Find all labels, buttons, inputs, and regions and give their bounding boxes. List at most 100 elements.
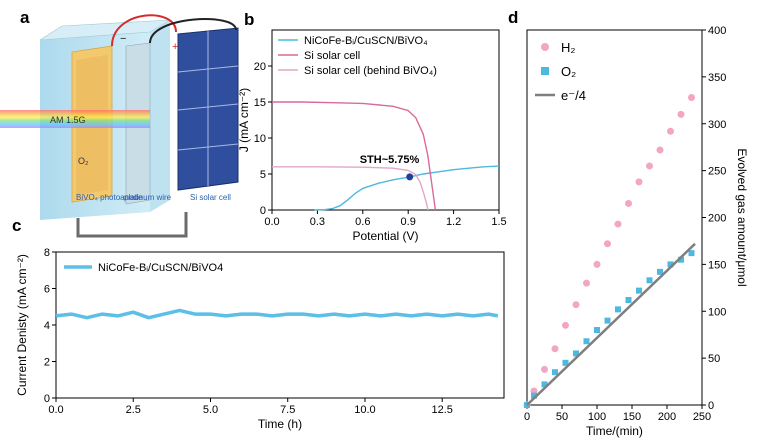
data-point-h2 [593,260,601,268]
legend-entry: NiCoFe-Bᵢ/CuSCN/BiVO₄ [304,35,428,47]
x-tick-label: 0.0 [264,216,279,228]
x-tick-label: 1.5 [491,216,506,228]
light-beam [0,110,150,128]
data-point-h2 [614,220,622,228]
x-tick-label: 10.0 [354,404,375,416]
data-point-h2 [667,127,674,135]
series-line [272,101,437,211]
data-point-o2 [531,392,537,399]
data-point-h2 [625,199,632,207]
x-axis-label: Time/(min) [586,424,643,438]
panel-letter-d: d [508,8,519,27]
series-line [314,165,500,211]
y-tick-label: 6 [44,284,50,296]
y-tick-label: 0 [44,393,50,405]
red-connection-wire [111,14,177,47]
y-tick-label: 0 [708,400,714,412]
data-point-h2 [541,365,548,373]
x-axis-label: Potential (V) [352,229,418,243]
legend-entry: NiCoFe-Bᵢ/CuSCN/BiVO4 [98,262,223,274]
data-point-h2 [572,301,580,309]
x-tick-label: 0.9 [401,216,416,228]
x-tick-label: 12.5 [431,404,452,416]
y-tick-label: 2 [44,357,50,369]
data-point-o2 [541,381,548,388]
x-tick-label: 50 [556,411,568,423]
y-tick-label: 8 [44,247,50,259]
y-tick-label: 200 [708,213,726,225]
photoanode-label: BiVO₄ photoanode [76,193,143,202]
y-tick-label: 400 [708,25,726,37]
panel-letter-a: a [20,8,30,27]
data-point-o2 [552,369,558,376]
legend-entry: Si solar cell (behind BiVO₄) [304,65,437,77]
legend-swatch [541,43,549,51]
data-point-o2 [604,317,611,324]
y-tick-label: 150 [708,259,726,271]
series-line [272,166,429,211]
data-point-o2 [594,327,600,333]
plus-sign: + [172,41,178,53]
data-point-o2 [573,350,579,357]
x-tick-label: 2.5 [126,404,141,416]
x-tick-label: 150 [623,411,641,423]
data-point-h2 [688,94,695,101]
y-tick-label: 50 [708,353,720,365]
x-tick-label: 0 [524,411,530,423]
y-tick-label: 5 [260,169,266,181]
data-point-h2 [604,240,611,248]
y-tick-label: 250 [708,166,726,178]
data-point-o2 [657,268,663,275]
x-tick-label: 0.6 [355,216,370,228]
holder-base [76,212,188,238]
wire-label: platinum wire [124,193,172,202]
plot-frame [271,29,500,211]
data-point-h2 [551,345,559,353]
operating-point [406,173,414,181]
y-tick-label: 4 [44,320,50,332]
x-tick-label: 250 [693,411,711,423]
y-tick-label: 20 [254,61,266,73]
y-axis-label: Current Denisty (mA cm⁻²) [15,254,29,396]
panel-letter-b: b [244,10,255,29]
x-axis-label: Time (h) [258,417,302,431]
data-point-h2 [635,178,643,186]
x-tick-label: 1.2 [446,216,461,228]
y-axis-label: Evolved gas amount/μmol [735,148,749,286]
data-point-o2 [583,338,590,345]
minus-sign: − [120,33,126,45]
data-point-o2 [636,287,642,294]
x-tick-label: 0.0 [48,404,63,416]
fit-line [526,242,696,406]
data-point-h2 [583,279,590,287]
data-point-o2 [688,250,695,257]
y-axis-label: J (mA cm⁻²) [237,88,251,152]
data-point-o2 [667,261,674,268]
data-point-o2 [678,256,684,263]
data-point-o2 [562,359,569,366]
legend-entry: e⁻/4 [561,88,586,103]
legend-entry: O₂ [561,64,576,79]
legend-swatch [541,67,549,75]
data-point-o2 [625,297,632,303]
x-tick-label: 0.3 [310,216,325,228]
panel-letter-c: c [12,216,22,235]
x-tick-label: 100 [588,411,606,423]
data-point-o2 [646,277,653,284]
data-point-h2 [656,146,664,154]
y-tick-label: 300 [708,119,726,131]
tank-side [150,20,170,212]
x-tick-label: 7.5 [280,404,295,416]
y-tick-label: 100 [708,306,726,318]
data-point-h2 [677,110,685,118]
legend-entry: Si solar cell [304,50,360,62]
y-tick-label: 10 [254,133,266,145]
y-tick-label: 350 [708,72,726,84]
x-tick-label: 5.0 [203,404,218,416]
o2-label: O₂ [78,156,89,166]
series-line [55,308,499,320]
